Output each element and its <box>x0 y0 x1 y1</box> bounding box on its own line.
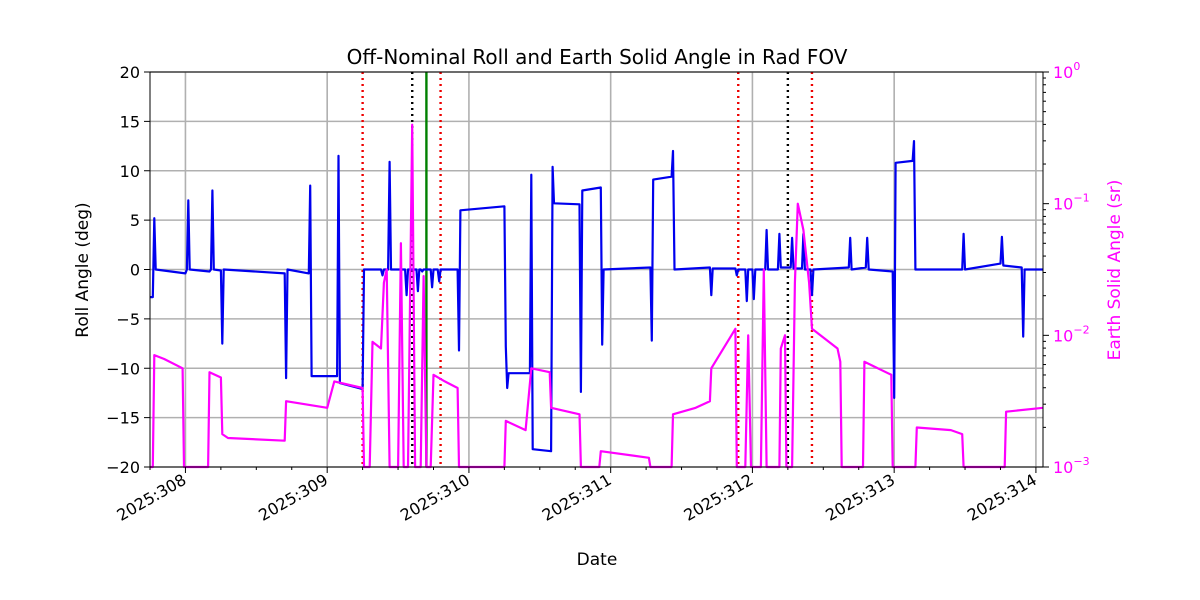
roll-angle-series <box>150 140 1043 453</box>
y2-tick-label: 10−1 <box>1053 192 1090 214</box>
series-layer <box>150 123 1044 469</box>
y-tick-label: −5 <box>116 310 140 329</box>
earth-solid-angle-series <box>150 123 1044 469</box>
x-ticks: 2025:308 2025:309 2025:310 2025:311 2025:312… <box>114 467 1040 525</box>
y2-tick-label: 100 <box>1053 60 1080 82</box>
y-tick-label: −15 <box>106 409 140 428</box>
y-ticks: −20 −15 −10 −5 0 5 10 15 20 <box>106 63 150 477</box>
x-tick-label: 2025:309 <box>255 470 331 525</box>
y2-tick-label: 10−2 <box>1053 323 1090 345</box>
x-tick-label: 2025:310 <box>397 470 473 525</box>
x-tick-label: 2025:314 <box>964 470 1040 525</box>
y2-axis-label: Earth Solid Angle (sr) <box>1105 180 1125 361</box>
y-tick-label: 5 <box>130 211 140 230</box>
y2-ticks: 10−3 10−2 10−1 100 <box>1043 60 1090 477</box>
x-tick-label: 2025:312 <box>681 470 757 525</box>
y2-tick-label: 10−3 <box>1053 455 1090 477</box>
grid-layer <box>150 71 1043 468</box>
x-tick-label: 2025:308 <box>114 470 190 525</box>
y-tick-label: 10 <box>120 162 140 181</box>
y-tick-label: −10 <box>106 359 140 378</box>
x-tick-label: 2025:311 <box>539 470 615 525</box>
y-tick-label: 15 <box>120 112 140 131</box>
chart-title: Off-Nominal Roll and Earth Solid Angle i… <box>347 45 848 69</box>
y-tick-label: 20 <box>120 63 140 82</box>
y-tick-label: −20 <box>106 458 140 477</box>
y-tick-label: 0 <box>130 261 140 280</box>
x-axis-label: Date <box>577 550 618 570</box>
y-axis-label: Roll Angle (deg) <box>73 202 93 337</box>
x-tick-label: 2025:313 <box>822 470 898 525</box>
